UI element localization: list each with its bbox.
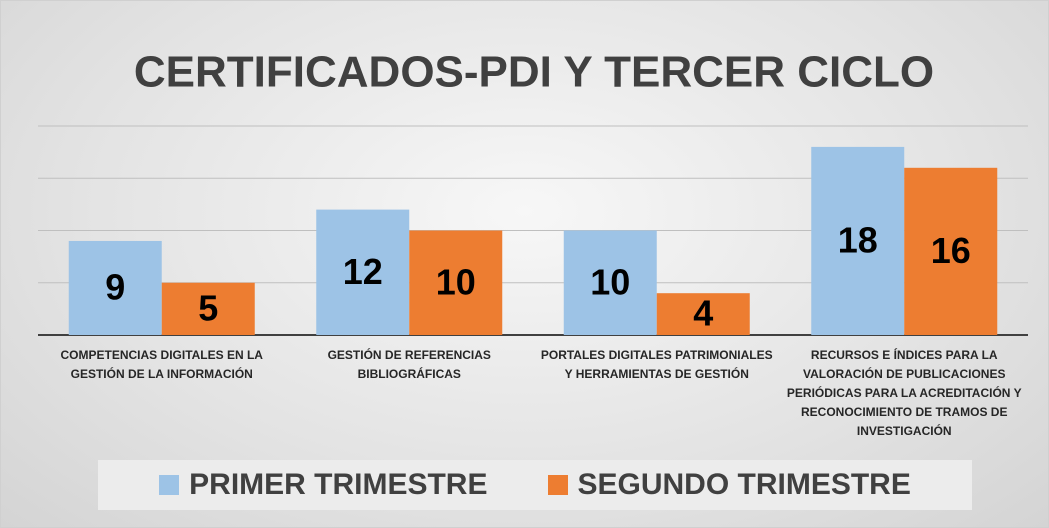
legend-item: SEGUNDO TRIMESTRE — [547, 468, 911, 502]
x-tick-label: PORTALES DIGITALES PATRIMONIALES Y HERRA… — [540, 348, 773, 381]
value-label: 18 — [838, 219, 878, 260]
bar — [656, 293, 750, 335]
bar — [316, 209, 410, 335]
value-label: 10 — [590, 261, 630, 302]
value-label: 16 — [931, 230, 971, 271]
legend-label: SEGUNDO TRIMESTRE — [577, 468, 911, 501]
bar — [811, 146, 905, 335]
legend-label: PRIMER TRIMESTRE — [189, 468, 488, 501]
chart-title: CERTIFICADOS-PDI Y TERCER CICLO — [134, 48, 934, 97]
value-label: 5 — [198, 287, 218, 328]
legend-swatch — [159, 475, 180, 495]
bar — [563, 230, 657, 335]
legend-swatch — [547, 475, 568, 495]
value-label: 12 — [343, 251, 383, 292]
bar — [161, 282, 255, 335]
x-tick-label: COMPETENCIAS DIGITALES EN LA GESTIÓN DE … — [60, 348, 263, 381]
bar — [409, 230, 503, 335]
x-tick-label: GESTIÓN DE REFERENCIAS BIBLIOGRÁFICAS — [327, 348, 491, 381]
legend-item: PRIMER TRIMESTRE — [159, 468, 488, 502]
value-label: 4 — [693, 293, 713, 334]
x-tick-label: RECURSOS E ÍNDICES PARA LA VALORACIÓN DE… — [786, 348, 1022, 438]
bar — [904, 167, 998, 335]
value-label: 10 — [436, 261, 476, 302]
legend: PRIMER TRIMESTRE SEGUNDO TRIMESTRE — [98, 460, 972, 510]
bar — [68, 240, 162, 335]
value-label: 9 — [105, 266, 125, 307]
